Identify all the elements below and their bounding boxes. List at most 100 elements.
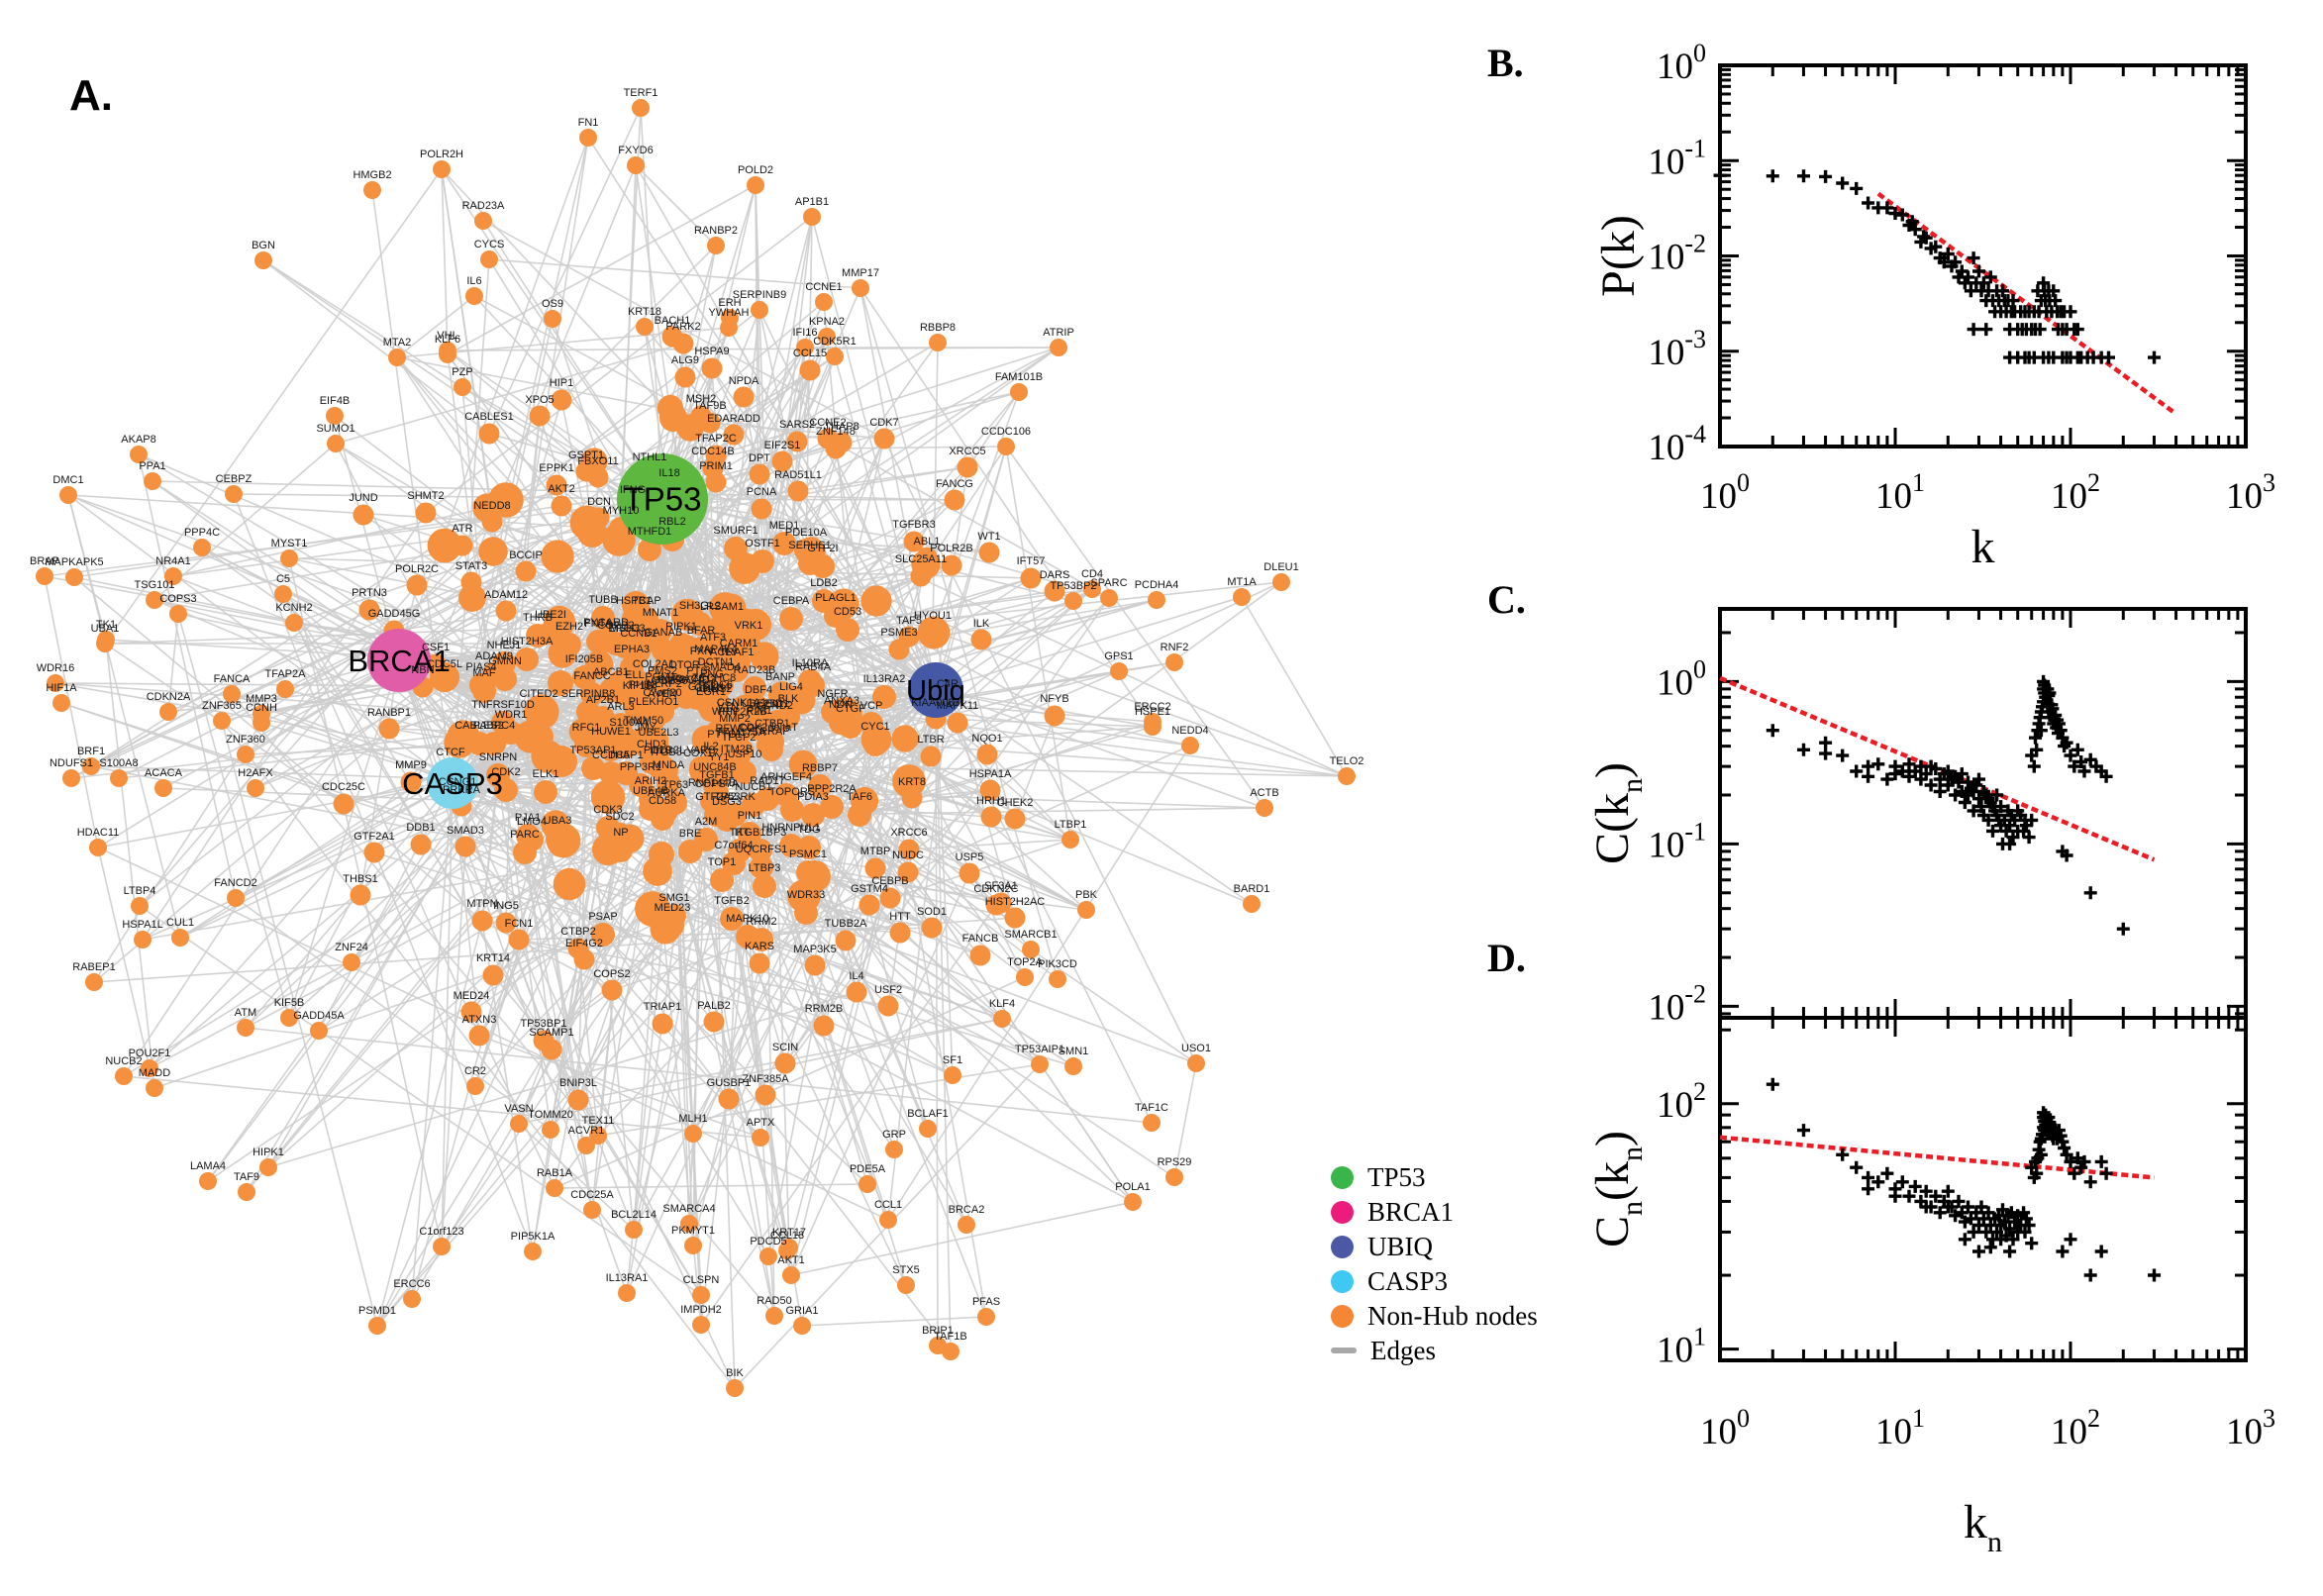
network-node <box>889 922 911 944</box>
network-node-label: CCDC5 <box>592 749 630 761</box>
network-edge <box>716 792 997 906</box>
network-node-label: WT1 <box>977 531 1000 543</box>
network-node <box>1064 592 1082 610</box>
network-edge <box>452 258 490 784</box>
network-node-label: GRP <box>882 1129 906 1141</box>
network-node-label: CD58 <box>649 795 676 807</box>
network-node-label: HTT <box>889 911 911 923</box>
network-node <box>591 923 615 947</box>
network-node-label: CDK3 <box>593 804 622 816</box>
network-node-label: EIF4B <box>320 395 351 407</box>
network-node-label: RRM2 <box>746 916 776 928</box>
network-node <box>733 386 755 408</box>
network-node-label: WDR1 <box>495 709 527 721</box>
network-node <box>692 1286 710 1304</box>
network-node-label: CYC1 <box>860 721 889 733</box>
axis-label: kn <box>1964 1496 2002 1558</box>
network-node-label: HIST2H2AC <box>985 896 1046 908</box>
network-edge <box>728 327 937 691</box>
network-node-label: IL13RA1 <box>606 1272 649 1284</box>
network-node <box>794 901 818 925</box>
network-node-label: PCDHA4 <box>1135 579 1179 591</box>
network-node-label: C4R <box>937 678 959 690</box>
network-node-label: HIST2H3A <box>501 636 554 648</box>
network-node-label: MAPKAPK5 <box>45 556 103 568</box>
network-node-label: SCIN <box>772 1042 798 1053</box>
network-node <box>916 547 938 568</box>
network-node <box>780 798 804 822</box>
network-node-label: CDK5R1 <box>813 336 856 348</box>
network-node <box>980 806 1002 828</box>
network-node <box>350 884 371 906</box>
network-node <box>749 463 770 485</box>
network-node-label: CLSPN <box>683 1274 720 1286</box>
network-node <box>546 827 569 850</box>
network-node <box>237 1019 254 1037</box>
network-node-label: CITED2 <box>519 688 557 700</box>
network-edge <box>1005 446 1071 841</box>
network-node <box>922 621 944 643</box>
network-node <box>727 744 751 767</box>
network-edge <box>207 618 635 1182</box>
network-node-label: DCN <box>587 496 611 508</box>
network-node <box>576 700 600 724</box>
network-node-label: UBE2I <box>535 609 566 621</box>
network-node-label: NUCB2 <box>105 1055 142 1067</box>
network-edge <box>373 851 1074 1067</box>
network-node-label: PSMD1 <box>358 1305 396 1317</box>
network-node <box>553 867 586 901</box>
network-node <box>793 1317 811 1335</box>
network-node-label: SDC2 <box>605 811 634 823</box>
network-node-label: KRT18 <box>628 306 661 318</box>
network-node-label: IL2 <box>703 741 718 752</box>
network-node-label: TK1 <box>96 619 116 631</box>
network-node <box>860 585 892 617</box>
network-node-label: TEX11 <box>582 1115 615 1127</box>
network-node <box>879 887 901 909</box>
network-node-label: CCNE2 <box>809 417 846 429</box>
network-node <box>636 318 654 336</box>
network-node-label: RBBP7 <box>802 762 838 774</box>
network-node-label: TAF9 <box>234 1171 259 1183</box>
network-node <box>465 287 483 305</box>
hub-node-casp3 <box>427 757 478 809</box>
network-node-label: VCP <box>860 700 883 712</box>
network-node-label: MTHFD1 <box>628 526 672 538</box>
network-node-label: CYCS <box>474 239 505 250</box>
network-node <box>388 349 406 366</box>
network-edge <box>398 137 589 661</box>
network-node <box>751 301 768 319</box>
network-node-label: KRT14 <box>476 952 510 964</box>
network-node <box>146 591 163 609</box>
network-node-label: MTA2 <box>383 337 412 349</box>
network-node-label: S100A8 <box>99 757 138 769</box>
network-node-label: RIPK1 <box>665 621 697 633</box>
network-node-label: HYOU1 <box>914 610 952 622</box>
network-node <box>1165 653 1183 671</box>
network-node-label: PXN <box>690 646 713 657</box>
network-edge <box>293 622 702 1296</box>
tick-label: 102 <box>2051 1404 2100 1452</box>
network-node <box>1338 767 1356 785</box>
network-node-label: BRIP1 <box>922 1325 954 1337</box>
network-node-label: KIAA0087 <box>911 697 960 709</box>
network-node <box>774 1052 796 1074</box>
network-edge <box>139 498 663 907</box>
network-node <box>647 739 670 762</box>
network-node-label: TOPORS <box>769 786 815 798</box>
network-node-label: NPDA <box>729 375 759 387</box>
network-node <box>958 1216 975 1234</box>
network-node-label: ATR <box>452 523 472 535</box>
network-node-label: TFAP2C <box>695 433 737 445</box>
network-node <box>959 862 980 884</box>
network-edge <box>518 1018 1003 1125</box>
network-node-label: EID1 <box>765 698 789 710</box>
hub-node-ubiq <box>908 662 963 718</box>
network-node-label: UNC84B <box>693 761 736 773</box>
network-node-label: THAP8 <box>824 421 858 433</box>
fit-line <box>1719 1135 2155 1180</box>
network-node-label: ZNF365 <box>202 700 242 712</box>
network-node-label: ENG <box>700 668 724 680</box>
network-node-label: DSG3 <box>712 796 742 808</box>
network-node-label: CDKN2C <box>973 883 1018 895</box>
